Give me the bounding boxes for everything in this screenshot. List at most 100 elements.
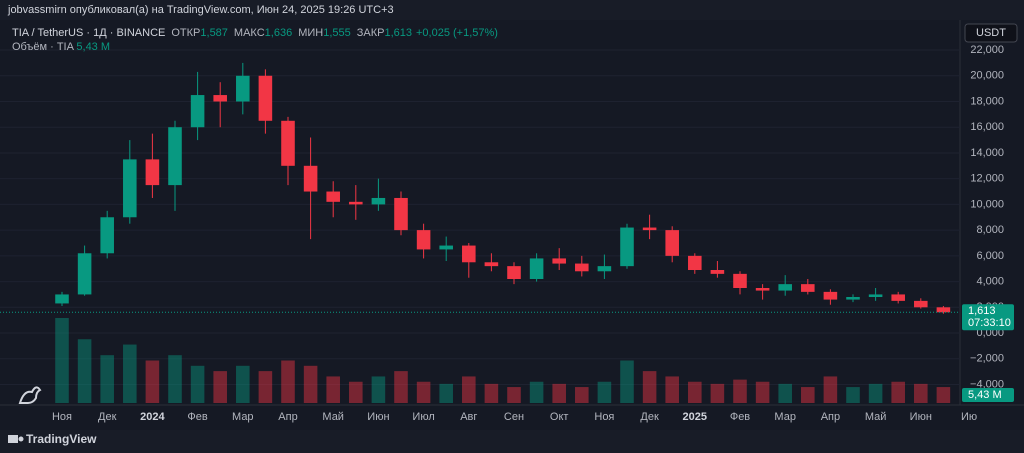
watermark-logo	[18, 386, 42, 404]
volume-readout: 5,43 M	[76, 41, 111, 53]
y-tick-label: 18,000	[970, 95, 1004, 107]
readout-value: 1,636	[264, 27, 293, 39]
volume-bar	[77, 339, 92, 403]
candle-body	[462, 245, 476, 263]
x-tick-label: Мар	[774, 411, 796, 423]
volume-bar	[507, 387, 521, 403]
candle-body	[507, 266, 521, 280]
x-tick-label: Ию	[961, 411, 977, 423]
x-tick-label: Фев	[187, 411, 207, 423]
volume-bar	[303, 365, 318, 403]
candle-body	[665, 230, 679, 256]
candle-body	[349, 201, 363, 205]
candle-body	[778, 284, 792, 291]
y-tick-label: −4,000	[970, 378, 1004, 390]
volume-bar	[258, 371, 273, 403]
candle-body	[258, 75, 273, 121]
volume-bar	[55, 318, 69, 403]
volume-title: Объём · TIA	[12, 41, 74, 53]
candle-body	[281, 120, 295, 166]
candle-body	[823, 291, 838, 300]
x-tick-label: Мар	[232, 411, 254, 423]
volume-bar	[145, 360, 160, 403]
x-tick-label: Июн	[910, 411, 932, 423]
x-tick-label: Ноя	[594, 411, 614, 423]
candle-body	[326, 191, 340, 202]
brand-logo	[8, 435, 24, 443]
volume-bar	[846, 387, 860, 403]
volume-bar	[100, 355, 114, 403]
volume-bar	[213, 371, 227, 403]
candle-body	[846, 297, 860, 300]
x-tick-label: Окт	[550, 411, 569, 423]
volume-legend: Объём · TIA 5,43 M	[12, 40, 498, 54]
candle-body	[914, 300, 928, 308]
candle-body	[642, 227, 657, 231]
x-tick-label: Дек	[640, 411, 659, 423]
currency: USDT	[976, 27, 1006, 39]
y-tick-label: −2,000	[970, 353, 1004, 365]
price-legend: TIA / TetherUS · 1Д · BINANCE ОТКР1,587 МА…	[12, 26, 498, 40]
x-tick-label: Май	[322, 411, 344, 423]
volume-bar	[349, 381, 363, 403]
x-tick-label: Ноя	[52, 411, 72, 423]
chart-background	[0, 20, 1024, 430]
volume-bar	[394, 371, 408, 403]
candle-body	[394, 197, 408, 231]
readout-label: ОТКР	[171, 27, 201, 39]
candle-body	[620, 227, 634, 267]
volume-bar	[642, 371, 657, 403]
y-tick-label: 10,000	[970, 198, 1004, 210]
readout-value: 1,613	[384, 27, 412, 39]
y-tick-label: 6,000	[976, 250, 1004, 262]
candle-body	[416, 230, 431, 250]
candle-body	[213, 95, 227, 102]
x-tick-label: Апр	[278, 411, 297, 423]
candle-body	[710, 269, 725, 274]
volume-bar	[462, 376, 476, 403]
candle-body	[868, 294, 883, 298]
last-volume-label: 5,43 M	[968, 389, 1002, 401]
volume-bar	[236, 365, 250, 403]
volume-bar	[755, 381, 770, 403]
candle-body	[77, 253, 92, 295]
candle-body	[236, 75, 250, 102]
symbol[interactable]: TIA / TetherUS · 1Д · BINANCE	[12, 27, 166, 39]
volume-bar	[416, 381, 431, 403]
volume-bar	[733, 379, 747, 403]
volume-bar	[620, 360, 634, 403]
readout-label: ЗАКР	[356, 27, 385, 39]
readout-value: 1,555	[323, 27, 351, 39]
volume-bar	[597, 381, 612, 403]
volume-bar	[439, 383, 453, 403]
currency-box[interactable]	[964, 23, 1018, 43]
candle-body	[529, 258, 544, 280]
candle-body	[55, 294, 69, 304]
y-tick-label: 4,000	[976, 275, 1004, 287]
readout-value: 1,587	[200, 27, 228, 39]
y-tick-label: 16,000	[970, 121, 1004, 133]
volume-bar	[891, 381, 905, 403]
volume-bar	[281, 360, 295, 403]
candle-body	[575, 263, 589, 272]
readout-label: МИН	[298, 27, 324, 39]
volume-bar	[190, 365, 205, 403]
candle-body	[801, 284, 815, 292]
readout-label: МАКС	[233, 27, 265, 39]
volume-bar	[484, 383, 499, 403]
y-tick-label: 22,000	[970, 44, 1004, 56]
volume-bar	[371, 376, 386, 403]
candle-body	[123, 159, 137, 218]
volume-bar	[123, 344, 137, 403]
candle-body	[891, 294, 905, 301]
volume-bar	[665, 376, 679, 403]
y-tick-label: 12,000	[970, 173, 1004, 185]
candle-body	[190, 95, 205, 128]
brand: TradingView	[26, 432, 97, 446]
volume-bar	[552, 383, 566, 403]
x-tick-label: Май	[865, 411, 887, 423]
candle-body	[484, 262, 499, 267]
x-tick-label: 2024	[140, 411, 165, 423]
volume-bar	[168, 355, 182, 403]
volume-bar	[801, 387, 815, 403]
